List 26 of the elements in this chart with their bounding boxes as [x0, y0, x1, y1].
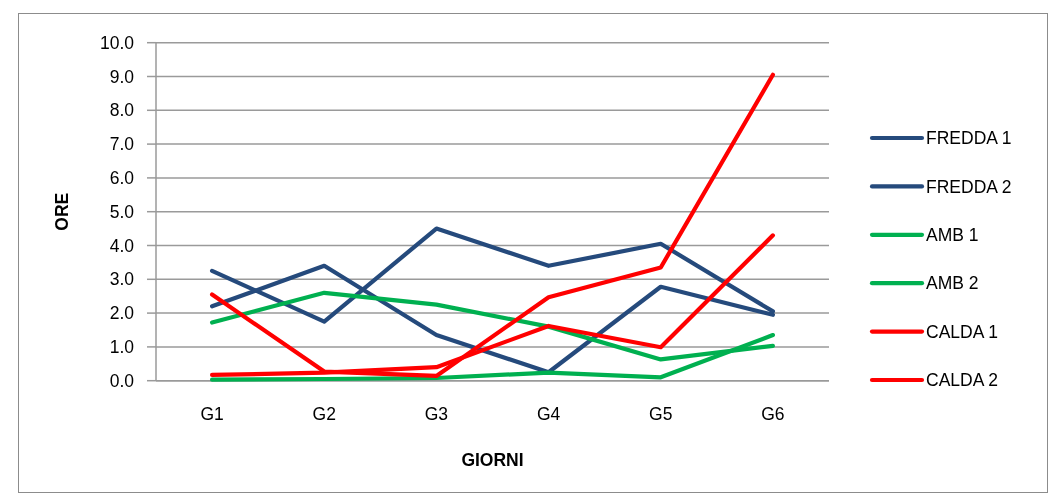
- y-tick-label: 0.0: [109, 370, 135, 391]
- y-tick-label: 1.0: [109, 337, 135, 358]
- line-series: [209, 72, 776, 379]
- x-tick-label: G1: [200, 404, 224, 425]
- legend-label: AMB 1: [926, 224, 979, 245]
- y-axis-title: ORE: [52, 192, 73, 231]
- x-tick-label: G4: [536, 404, 561, 425]
- y-tick-label: 6.0: [109, 168, 135, 189]
- legend-label: CALDA 1: [926, 321, 998, 342]
- y-tick-label: 7.0: [109, 134, 135, 155]
- x-axis-title: GIORNI: [461, 450, 524, 471]
- x-tick-label: G2: [312, 404, 336, 425]
- legend-label: AMB 2: [926, 273, 979, 294]
- legend-label: FREDDA 1: [926, 128, 1012, 149]
- y-tick-label: 2.0: [109, 303, 135, 324]
- y-tick-label: 10.0: [99, 32, 135, 53]
- x-tick-label: G6: [761, 404, 785, 425]
- x-tick-label: G3: [424, 404, 449, 425]
- legend-label: CALDA 2: [926, 370, 998, 391]
- legend-label: FREDDA 2: [926, 176, 1012, 197]
- y-tick-label: 4.0: [109, 235, 135, 256]
- y-tick-label: 5.0: [109, 201, 135, 222]
- y-tick-label: 9.0: [109, 66, 135, 87]
- x-tick-label: G5: [649, 404, 673, 425]
- y-tick-label: 3.0: [109, 269, 135, 290]
- y-tick-label: 8.0: [109, 100, 135, 121]
